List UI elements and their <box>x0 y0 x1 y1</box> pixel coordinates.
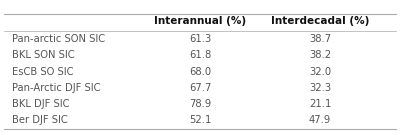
Text: 32.0: 32.0 <box>309 67 331 77</box>
Text: Interdecadal (%): Interdecadal (%) <box>271 16 369 26</box>
Text: 38.7: 38.7 <box>309 34 331 44</box>
Text: 38.2: 38.2 <box>309 50 331 60</box>
Text: 61.8: 61.8 <box>189 50 211 60</box>
Text: Pan-arctic SON SIC: Pan-arctic SON SIC <box>12 34 105 44</box>
Text: 68.0: 68.0 <box>189 67 211 77</box>
Text: Interannual (%): Interannual (%) <box>154 16 246 26</box>
Text: Pan-Arctic DJF SIC: Pan-Arctic DJF SIC <box>12 83 100 93</box>
Text: 32.3: 32.3 <box>309 83 331 93</box>
Text: 67.7: 67.7 <box>189 83 211 93</box>
Text: Ber DJF SIC: Ber DJF SIC <box>12 115 68 125</box>
Text: 61.3: 61.3 <box>189 34 211 44</box>
Text: 78.9: 78.9 <box>189 99 211 109</box>
Text: 47.9: 47.9 <box>309 115 331 125</box>
Text: EsCB SO SIC: EsCB SO SIC <box>12 67 74 77</box>
Text: BKL SON SIC: BKL SON SIC <box>12 50 75 60</box>
Text: 52.1: 52.1 <box>189 115 211 125</box>
Text: 21.1: 21.1 <box>309 99 331 109</box>
Text: BKL DJF SIC: BKL DJF SIC <box>12 99 70 109</box>
